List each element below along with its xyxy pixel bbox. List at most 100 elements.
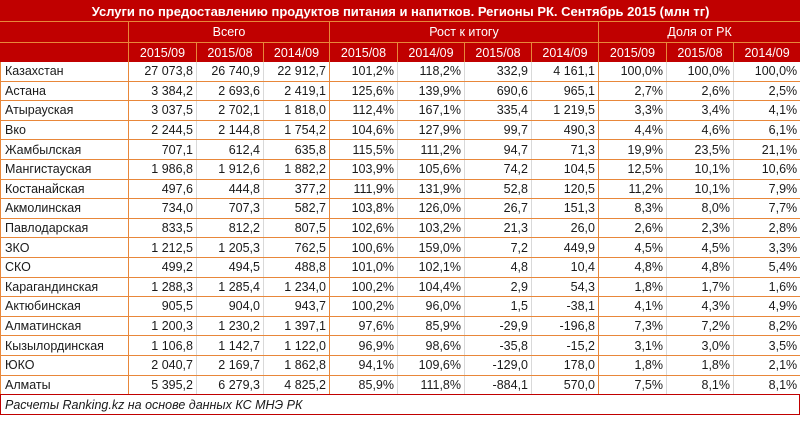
value-cell: 100,6% bbox=[329, 237, 398, 258]
value-cell: 1 219,5 bbox=[531, 100, 599, 121]
value-cell: 101,0% bbox=[329, 257, 398, 278]
value-cell: 7,7% bbox=[733, 198, 800, 219]
region-name: СКО bbox=[0, 257, 129, 278]
value-cell: 1 212,5 bbox=[128, 237, 197, 258]
table-row: Казахстан 27 073,8 26 740,9 22 912,7 101,2% 1… bbox=[0, 62, 800, 82]
value-cell: 26,7 bbox=[464, 198, 532, 219]
value-cell: 1 754,2 bbox=[263, 120, 330, 141]
year-header: 2014/09 bbox=[397, 42, 465, 62]
value-cell: -129,0 bbox=[464, 355, 532, 376]
value-cell: 111,9% bbox=[329, 179, 398, 200]
value-cell: 1,8% bbox=[598, 355, 667, 376]
value-cell: 1 285,4 bbox=[196, 277, 264, 298]
value-cell: 100,0% bbox=[666, 62, 734, 82]
region-name: Павлодарская bbox=[0, 218, 129, 239]
value-cell: 1 912,6 bbox=[196, 159, 264, 180]
value-cell: 178,0 bbox=[531, 355, 599, 376]
value-cell: 2 693,6 bbox=[196, 81, 264, 102]
value-cell: 332,9 bbox=[464, 62, 532, 82]
value-cell: 1,8% bbox=[598, 277, 667, 298]
value-cell: 3 037,5 bbox=[128, 100, 197, 121]
value-cell: 2 040,7 bbox=[128, 355, 197, 376]
table-row: ЗКО 1 212,5 1 205,3 762,5 100,6% 159,0% 7,2 449… bbox=[0, 237, 800, 258]
value-cell: 734,0 bbox=[128, 198, 197, 219]
region-name: Алматы bbox=[0, 375, 129, 396]
value-cell: 5,4% bbox=[733, 257, 800, 278]
value-cell: 690,6 bbox=[464, 81, 532, 102]
value-cell: 4,5% bbox=[666, 237, 734, 258]
value-cell: 2,1% bbox=[733, 355, 800, 376]
table-row: СКО 499,2 494,5 488,8 101,0% 102,1% 4,8 10,4 4,8… bbox=[0, 257, 800, 278]
value-cell: 7,5% bbox=[598, 375, 667, 396]
value-cell: 2,3% bbox=[666, 218, 734, 239]
value-cell: 6,1% bbox=[733, 120, 800, 141]
value-cell: 4 161,1 bbox=[531, 62, 599, 82]
year-header: 2015/08 bbox=[196, 42, 264, 62]
value-cell: 4,6% bbox=[666, 120, 734, 141]
value-cell: 99,7 bbox=[464, 120, 532, 141]
region-name: ЗКО bbox=[0, 237, 129, 258]
value-cell: 71,3 bbox=[531, 139, 599, 160]
value-cell: 10,4 bbox=[531, 257, 599, 278]
value-cell: 85,9% bbox=[397, 316, 465, 337]
value-cell: 8,3% bbox=[598, 198, 667, 219]
value-cell: 12,5% bbox=[598, 159, 667, 180]
region-name: Кызылординская bbox=[0, 335, 129, 356]
value-cell: 94,7 bbox=[464, 139, 532, 160]
value-cell: 1 986,8 bbox=[128, 159, 197, 180]
value-cell: 159,0% bbox=[397, 237, 465, 258]
table-body: Казахстан 27 073,8 26 740,9 22 912,7 101,2% 1… bbox=[0, 62, 800, 396]
value-cell: 4,8 bbox=[464, 257, 532, 278]
region-name: Мангистауская bbox=[0, 159, 129, 180]
value-cell: 112,4% bbox=[329, 100, 398, 121]
value-cell: 126,0% bbox=[397, 198, 465, 219]
value-cell: 11,2% bbox=[598, 179, 667, 200]
value-cell: 98,6% bbox=[397, 335, 465, 356]
value-cell: 111,2% bbox=[397, 139, 465, 160]
value-cell: 490,3 bbox=[531, 120, 599, 141]
value-cell: 2 419,1 bbox=[263, 81, 330, 102]
table-row: Карагандинская 1 288,3 1 285,4 1 234,0 100,2… bbox=[0, 277, 800, 298]
region-name: ЮКО bbox=[0, 355, 129, 376]
corner-cell bbox=[0, 42, 129, 62]
value-cell: -35,8 bbox=[464, 335, 532, 356]
value-cell: 449,9 bbox=[531, 237, 599, 258]
value-cell: 3,3% bbox=[598, 100, 667, 121]
value-cell: 5 395,2 bbox=[128, 375, 197, 396]
value-cell: 7,3% bbox=[598, 316, 667, 337]
value-cell: 2 169,7 bbox=[196, 355, 264, 376]
year-header: 2014/09 bbox=[732, 42, 800, 62]
title-row: Услуги по предоставлению продуктов питан… bbox=[0, 0, 800, 22]
value-cell: 1 288,3 bbox=[128, 277, 197, 298]
value-cell: 499,2 bbox=[128, 257, 197, 278]
value-cell: 8,1% bbox=[733, 375, 800, 396]
value-cell: 104,4% bbox=[397, 277, 465, 298]
value-cell: 8,2% bbox=[733, 316, 800, 337]
value-cell: 570,0 bbox=[531, 375, 599, 396]
value-cell: 10,1% bbox=[666, 179, 734, 200]
table-row: Алматы 5 395,2 6 279,3 4 825,2 85,9% 111,8% -8… bbox=[0, 375, 800, 396]
value-cell: -15,2 bbox=[531, 335, 599, 356]
value-cell: 3,3% bbox=[733, 237, 800, 258]
group-header-row: Всего Рост к итогу Доля от РК bbox=[0, 21, 800, 43]
year-header: 2015/09 bbox=[128, 42, 197, 62]
value-cell: 497,6 bbox=[128, 179, 197, 200]
value-cell: 4 825,2 bbox=[263, 375, 330, 396]
value-cell: 102,1% bbox=[397, 257, 465, 278]
value-cell: 21,1% bbox=[733, 139, 800, 160]
value-cell: 7,9% bbox=[733, 179, 800, 200]
value-cell: 4,9% bbox=[733, 296, 800, 317]
value-cell: -38,1 bbox=[531, 296, 599, 317]
value-cell: 1 230,2 bbox=[196, 316, 264, 337]
year-header-row: 2015/09 2015/08 2014/09 2015/08 2014/09 … bbox=[0, 42, 800, 62]
value-cell: 4,3% bbox=[666, 296, 734, 317]
value-cell: 2,7% bbox=[598, 81, 667, 102]
value-cell: 100,0% bbox=[598, 62, 667, 82]
value-cell: 488,8 bbox=[263, 257, 330, 278]
value-cell: 109,6% bbox=[397, 355, 465, 376]
region-name: Актюбинская bbox=[0, 296, 129, 317]
source-footnote: Расчеты Ranking.kz на основе данных КС М… bbox=[0, 395, 800, 416]
value-cell: 1 200,3 bbox=[128, 316, 197, 337]
value-cell: 125,6% bbox=[329, 81, 398, 102]
value-cell: 96,0% bbox=[397, 296, 465, 317]
